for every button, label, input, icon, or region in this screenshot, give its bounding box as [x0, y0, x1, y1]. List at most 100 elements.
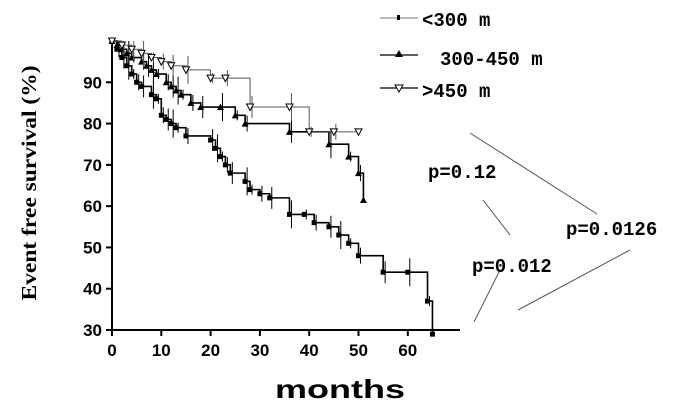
y-tick-label: 40: [83, 280, 102, 299]
data-point-lt300-m: [134, 79, 140, 85]
x-tick-label: 10: [152, 341, 171, 360]
data-point-lt300-m: [311, 220, 317, 226]
x-axis-title: months: [275, 374, 405, 402]
y-tick-label: 70: [83, 156, 102, 175]
legend-marker-gt450: [394, 84, 404, 94]
legend-item-gt450: >450 m: [380, 81, 490, 103]
data-point-lt300-m: [208, 137, 214, 143]
y-tick-label: 90: [83, 73, 102, 92]
x-tick-label: 40: [300, 341, 319, 360]
data-point-lt300-m: [124, 63, 130, 69]
legend-label-lt300: <300 m: [422, 10, 490, 32]
y-tick-label: 80: [83, 115, 102, 134]
pvalue-012-label: p=0.12: [428, 162, 496, 184]
legend: <300 m 300-450 m >450 m: [380, 10, 543, 103]
data-point-lt300-m: [429, 331, 435, 337]
data-point-gt450-m: [127, 45, 137, 54]
data-point-lt300-m: [326, 224, 332, 230]
data-point-lt300-m: [356, 253, 361, 259]
data-point-gt450-m: [245, 103, 255, 112]
series-lt300-m: [109, 38, 435, 337]
connector-lt300-to-p0126: [517, 249, 631, 311]
x-tick-label: 30: [250, 341, 269, 360]
data-point-gt450-m: [137, 49, 146, 58]
x-tick-label: 20: [201, 341, 220, 360]
data-point-lt300-m: [158, 112, 164, 118]
data-point-300-450-m: [167, 82, 175, 90]
y-tick-label: 30: [83, 321, 102, 340]
data-point-lt300-m: [119, 55, 125, 61]
data-point-300-450-m: [123, 49, 131, 57]
data-point-300-450-m: [325, 140, 333, 148]
data-point-lt300-m: [346, 240, 352, 246]
data-point-gt450-m: [329, 128, 339, 137]
data-point-300-450-m: [345, 153, 353, 160]
data-point-300-450-m: [359, 196, 367, 203]
connector-gt450-to-p0126: [469, 132, 598, 215]
legend-label-gt450: >450 m: [422, 81, 490, 103]
data-point-300-450-m: [241, 120, 249, 127]
x-tick-label: 60: [398, 341, 417, 360]
x-tick-label: 0: [107, 341, 116, 360]
data-point-lt300-m: [336, 232, 342, 238]
data-point-300-450-m: [216, 103, 224, 111]
legend-marker-lt300: [397, 15, 400, 20]
x-ticks: 0 10 20 30 40 50 60: [107, 330, 417, 360]
data-point-gt450-m: [285, 103, 294, 112]
data-point-lt300-m: [222, 162, 228, 168]
data-point-gt450-m: [166, 62, 176, 71]
pvalue-connectors: [469, 132, 631, 323]
data-point-gt450-m: [147, 54, 156, 63]
data-point-300-450-m: [162, 78, 170, 86]
series-300-450-m: [108, 37, 367, 203]
data-point-lt300-m: [148, 92, 154, 98]
data-point-300-450-m: [152, 70, 160, 78]
data-point-300-450-m: [143, 62, 151, 69]
legend-item-lt300: <300 m: [380, 10, 490, 32]
data-point-lt300-m: [213, 145, 219, 151]
data-point-300-450-m: [172, 87, 180, 94]
data-point-gt450-m: [206, 74, 215, 83]
data-point-lt300-m: [139, 83, 145, 89]
y-tick-label: 60: [83, 197, 102, 216]
data-point-300-450-m: [187, 99, 195, 106]
data-point-lt300-m: [153, 96, 159, 102]
data-point-lt300-m: [247, 187, 253, 193]
data-point-gt450-m: [304, 128, 314, 137]
data-point-300-450-m: [231, 111, 239, 119]
y-ticks: 30 40 50 60 70 80 90: [83, 73, 112, 340]
data-point-lt300-m: [168, 121, 174, 127]
data-point-lt300-m: [380, 269, 386, 275]
data-point-gt450-m: [107, 37, 117, 46]
data-point-lt300-m: [183, 133, 189, 139]
data-point-300-450-m: [285, 128, 293, 135]
y-tick-label: 50: [83, 238, 102, 257]
series-layer: [107, 37, 435, 337]
legend-item-300-450: 300-450 m: [380, 49, 543, 71]
data-point-lt300-m: [242, 178, 248, 184]
data-point-lt300-m: [217, 154, 223, 160]
pvalue-00126-label: p=0.0126: [566, 219, 657, 241]
data-point-gt450-m: [156, 58, 166, 67]
series-gt450-m: [107, 37, 363, 140]
data-point-lt300-m: [257, 191, 263, 197]
series-line-300-450-m: [112, 40, 365, 200]
connector-300-450-to-p012: [482, 199, 511, 236]
data-point-lt300-m: [129, 71, 135, 77]
pvalue-0012-label: p=0.012: [472, 256, 552, 278]
y-axis-title: Event free survival (%): [17, 65, 41, 300]
data-point-gt450-m: [221, 74, 230, 83]
data-point-lt300-m: [286, 211, 292, 217]
data-point-lt300-m: [301, 211, 307, 217]
connector-lt300-to-p012: [473, 269, 501, 323]
data-point-lt300-m: [163, 116, 169, 122]
data-point-lt300-m: [405, 269, 411, 275]
data-point-300-450-m: [355, 169, 362, 177]
data-point-gt450-m: [181, 66, 191, 75]
data-point-300-450-m: [113, 41, 121, 49]
data-point-gt450-m: [117, 41, 127, 50]
x-tick-label: 50: [349, 341, 368, 360]
data-point-300-450-m: [197, 103, 205, 111]
legend-marker-300-450: [395, 50, 403, 57]
